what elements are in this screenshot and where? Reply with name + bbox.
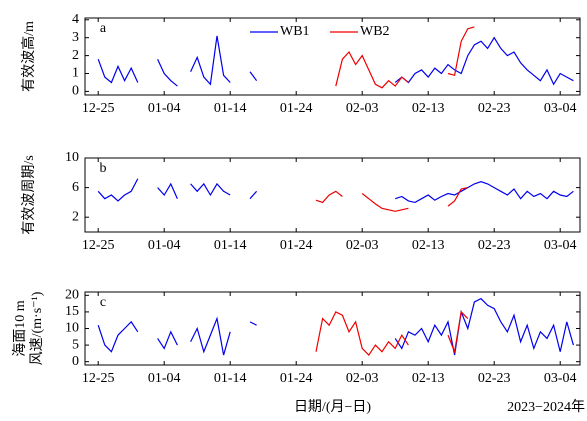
x-tick-label: 03-04 [544,238,577,253]
legend-label: WB1 [280,24,310,39]
y-tick-label: 10 [65,321,79,336]
x-tick-label: 01-24 [280,101,313,116]
y-tick-label: 15 [65,304,79,319]
x-tick-label: 02-13 [412,238,445,253]
y-tick-label: 6 [72,180,79,195]
y-tick-label: 10 [65,150,79,165]
series-line [97,178,574,204]
x-tick-label: 01-14 [214,371,247,386]
y-axis-label: 风速/(m·s⁻¹) [29,291,45,365]
series-line [315,187,468,212]
plot-frame [84,17,581,96]
y-tick-label: 5 [72,337,79,352]
y-tick-label: 20 [65,288,79,303]
y-tick-label: 0 [72,84,79,99]
x-tick-label: 02-13 [412,101,445,116]
series-line [97,297,574,356]
y-axis-label: 有效波周期/s [21,155,37,234]
x-tick-label: 03-04 [544,101,577,116]
series-line [315,310,469,356]
x-axis-label: 日期/(月−日) [294,399,371,415]
x-tick-label: 02-03 [346,371,379,386]
plot-frame [84,157,581,233]
x-tick-label: 02-03 [346,101,379,116]
x-tick-label: 01-14 [214,101,247,116]
panel-label: b [100,161,107,176]
legend-label: WB2 [360,24,390,39]
x-tick-label: 01-14 [214,238,247,253]
x-tick-label: 02-13 [412,371,445,386]
x-tick-label: 01-04 [148,371,181,386]
x-tick-label: 12-25 [82,371,115,386]
y-tick-label: 4 [72,12,79,27]
x-tick-label: 02-23 [478,371,511,386]
x-tick-label: 01-24 [280,238,313,253]
y-axis-label: 有效波高/m [20,21,37,92]
y-tick-label: 1 [72,66,79,81]
x-tick-label: 01-04 [148,238,181,253]
y-tick-label: 0 [72,354,79,369]
note: 2023−2024年 [507,399,585,415]
x-tick-label: 12-25 [82,238,115,253]
panel-label: a [100,21,107,36]
y-tick-label: 2 [72,48,79,63]
x-tick-label: 01-04 [148,101,181,116]
x-tick-label: 01-24 [280,371,313,386]
x-tick-label: 02-23 [478,238,511,253]
series-line [97,35,574,87]
panel-label: c [100,295,106,310]
x-tick-label: 03-04 [544,371,577,386]
series-line [335,26,475,89]
y-tick-label: 2 [72,209,79,224]
y-axis-label: 海面10 m [12,300,28,356]
x-tick-label: 02-23 [478,101,511,116]
x-tick-label: 02-03 [346,238,379,253]
x-tick-label: 12-25 [82,101,115,116]
y-tick-label: 3 [72,30,79,45]
